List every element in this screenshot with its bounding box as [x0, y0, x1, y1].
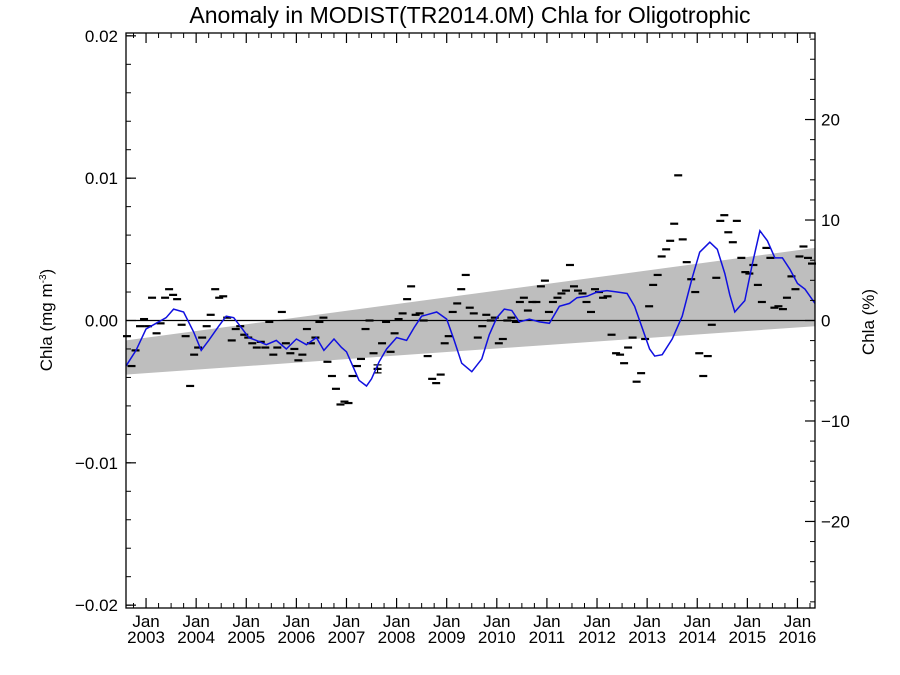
x-tick-label-year: 2006	[277, 628, 315, 647]
y-tick-label-right: 0	[821, 312, 830, 331]
y-axis-right-label: Chla (%)	[859, 289, 878, 355]
x-tick-label-month: Jan	[182, 612, 209, 631]
y-tick-label-left: −0.02	[75, 596, 118, 615]
x-tick-label-year: 2012	[578, 628, 616, 647]
x-tick-label-year: 2014	[678, 628, 716, 647]
x-tick-label-year: 2015	[728, 628, 766, 647]
x-tick-label-year: 2003	[127, 628, 165, 647]
x-tick-label-month: Jan	[583, 612, 610, 631]
x-tick-label-month: Jan	[533, 612, 560, 631]
x-tick-label-month: Jan	[433, 612, 460, 631]
trend-band	[126, 247, 815, 375]
x-tick-label-month: Jan	[283, 612, 310, 631]
x-tick-label-month: Jan	[132, 612, 159, 631]
x-tick-label-year: 2004	[177, 628, 215, 647]
y-axis-left-label-text: Chla (mg m	[37, 283, 56, 371]
x-tick-label-year: 2009	[428, 628, 466, 647]
x-tick-label-month: Jan	[483, 612, 510, 631]
x-tick-label-year: 2011	[529, 628, 566, 647]
x-tick-label-year: 2005	[227, 628, 265, 647]
y-tick-label-left: 0.01	[85, 169, 118, 188]
x-tick-label-year: 2007	[328, 628, 366, 647]
x-tick-label-month: Jan	[734, 612, 761, 631]
x-tick-label-year: 2013	[628, 628, 666, 647]
x-tick-label-month: Jan	[233, 612, 260, 631]
plot-area: Jan2003Jan2004Jan2005Jan2006Jan2007Jan20…	[75, 27, 850, 647]
y-tick-label-left: 0.00	[85, 312, 118, 331]
y-tick-label-left: 0.02	[85, 27, 118, 46]
y-tick-label-left: −0.01	[75, 454, 118, 473]
y-tick-label-right: −20	[821, 512, 850, 531]
y-axis-left-label: Chla (mg m-3)	[37, 269, 56, 371]
x-tick-label-month: Jan	[633, 612, 660, 631]
y-tick-label-right: 20	[821, 111, 840, 130]
x-tick-label-year: 2008	[378, 628, 416, 647]
x-tick-label-month: Jan	[784, 612, 811, 631]
y-tick-label-right: −10	[821, 412, 850, 431]
smoothed-series-line	[125, 229, 816, 388]
chart-title: Anomaly in MODIST(TR2014.0M) Chla for Ol…	[189, 2, 751, 28]
x-tick-label-month: Jan	[383, 612, 410, 631]
x-tick-label-month: Jan	[333, 612, 360, 631]
x-tick-label-month: Jan	[684, 612, 711, 631]
y-tick-label-right: 10	[821, 211, 840, 230]
x-tick-label-year: 2016	[779, 628, 817, 647]
y-axis-left-label-close: )	[37, 269, 56, 275]
y-axis-left-label-exponent: -3	[38, 274, 49, 283]
x-tick-label-year: 2010	[478, 628, 516, 647]
